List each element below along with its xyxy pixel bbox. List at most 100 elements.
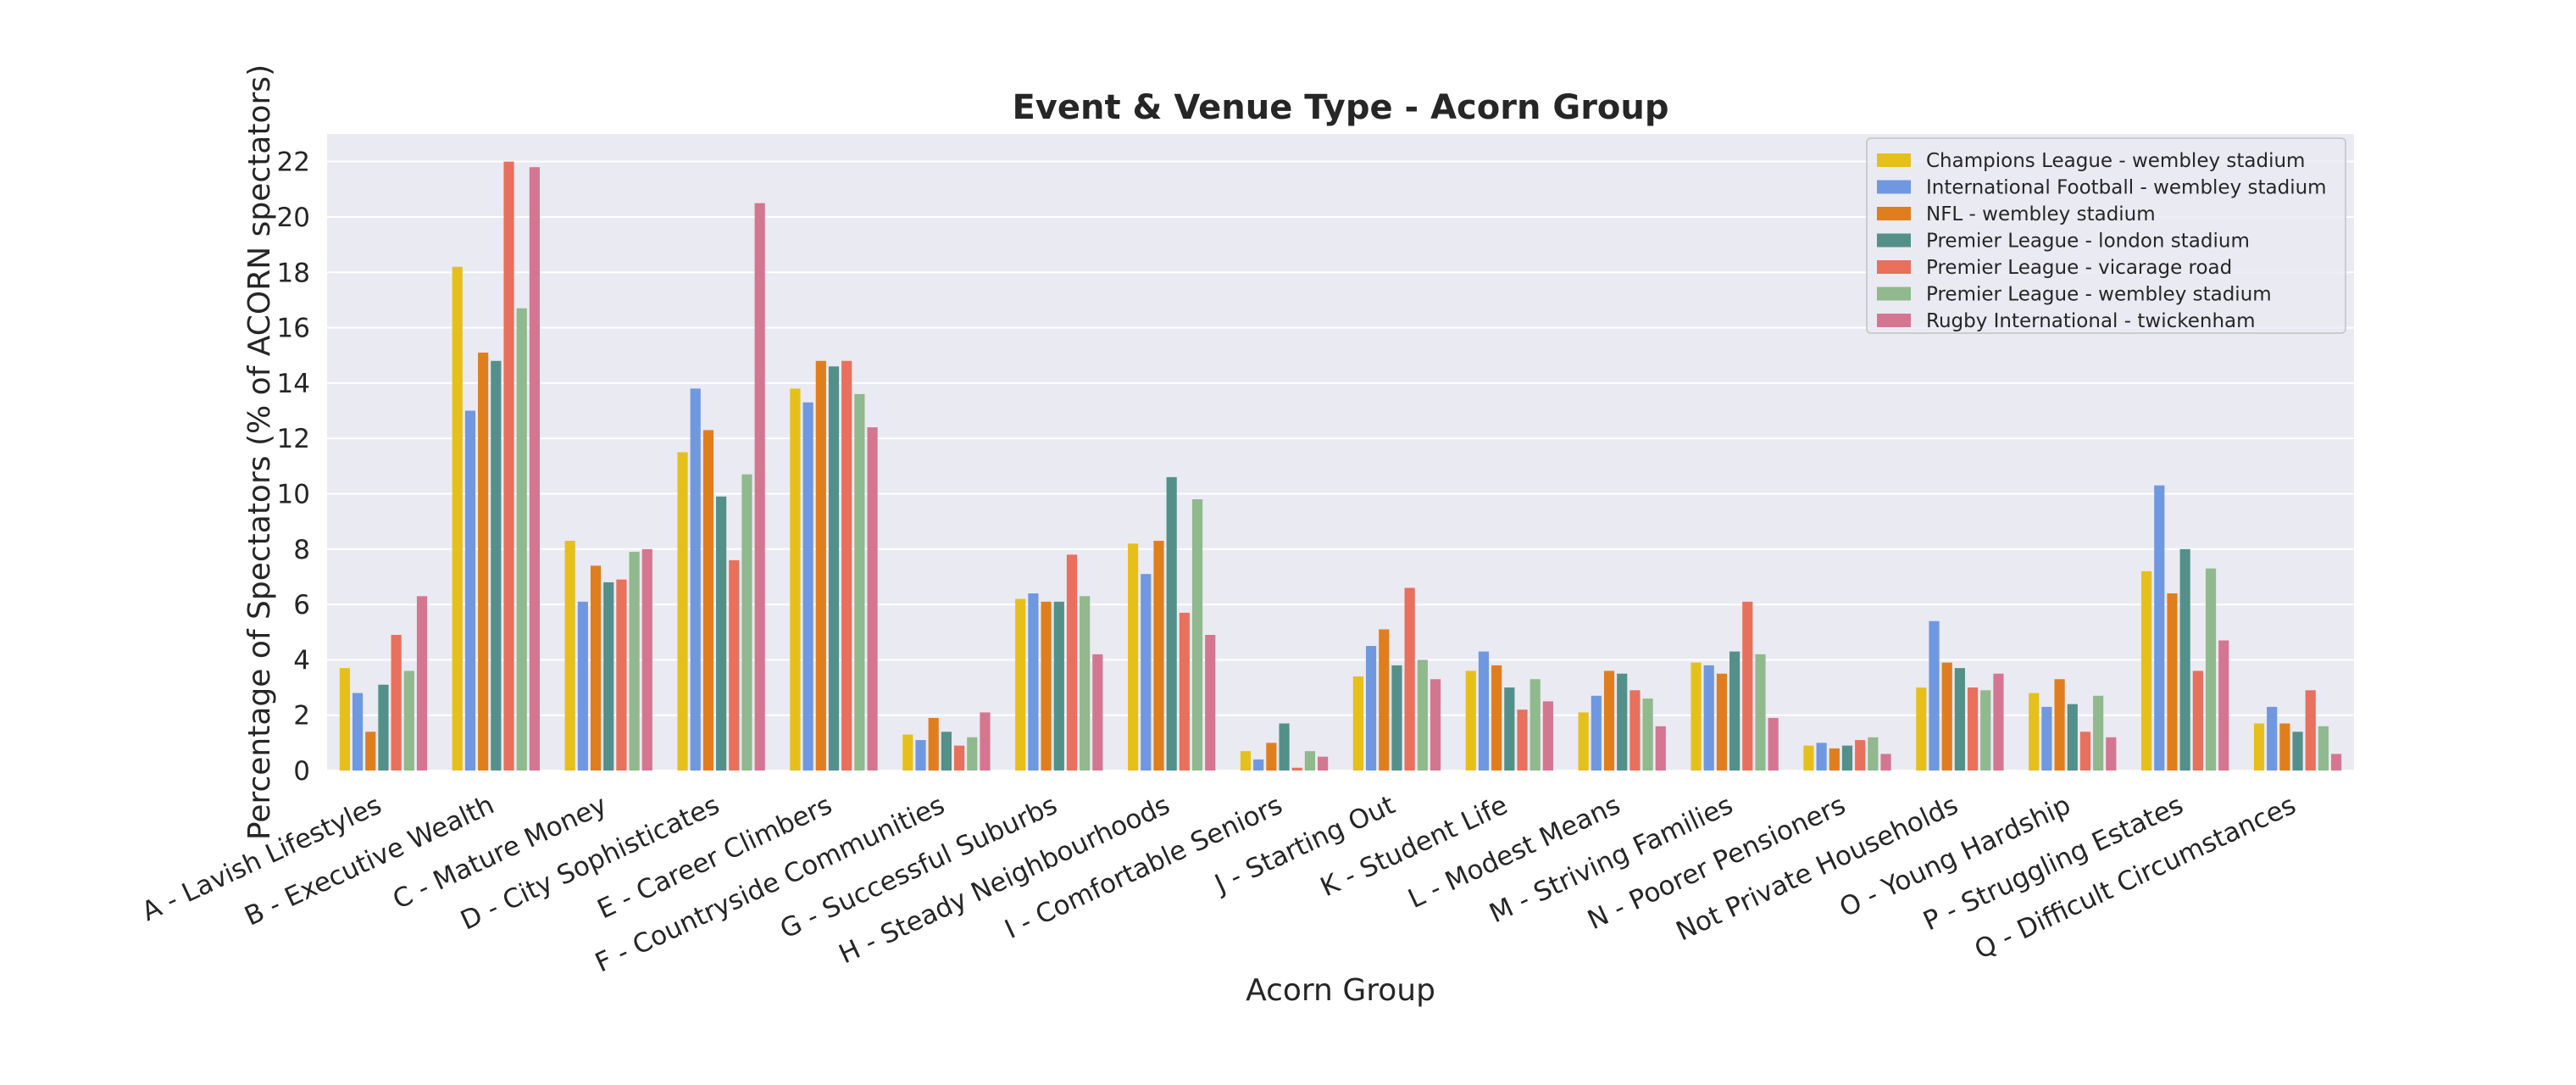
- bar: [980, 712, 991, 771]
- bar: [1291, 767, 1302, 771]
- bar: [1603, 670, 1615, 771]
- legend-label: Champions League - wembley stadium: [1926, 150, 2305, 172]
- bar: [616, 579, 627, 771]
- bar: [378, 684, 389, 771]
- y-tick-label: 2: [293, 701, 310, 732]
- y-tick-label: 18: [277, 258, 310, 288]
- y-tick-label: 12: [277, 424, 310, 454]
- bar: [867, 427, 878, 771]
- bar: [854, 393, 865, 771]
- bar: [1279, 723, 1290, 771]
- legend-label: International Football - wembley stadium: [1926, 177, 2327, 199]
- bar: [2154, 485, 2165, 771]
- bar: [1491, 665, 1502, 771]
- bar: [1404, 587, 1415, 771]
- bar: [1742, 601, 1753, 771]
- y-axis-label: Percentage of Spectators (% of ACORN spe…: [242, 64, 277, 840]
- bar: [1591, 695, 1602, 771]
- bar: [1816, 743, 1827, 771]
- bar: [1266, 743, 1277, 771]
- bar: [1841, 745, 1853, 771]
- bars: [339, 161, 2342, 771]
- chart-title: Event & Venue Type - Acorn Group: [1012, 88, 1668, 127]
- bar: [2192, 670, 2203, 771]
- bar: [815, 360, 826, 771]
- y-tick-label: 22: [277, 147, 310, 178]
- bar: [2079, 732, 2091, 771]
- bar: [403, 670, 414, 771]
- bar: [2331, 754, 2342, 771]
- bar: [2292, 732, 2303, 771]
- bar: [1993, 673, 2004, 771]
- bar: [1041, 601, 1052, 771]
- bar: [2205, 568, 2217, 771]
- bar: [503, 161, 514, 771]
- y-tick-label: 14: [277, 369, 310, 399]
- bar: [452, 266, 463, 771]
- bar: [1629, 690, 1641, 771]
- bar: [603, 581, 614, 771]
- bar: [365, 732, 376, 771]
- bar: [2029, 693, 2040, 771]
- bar: [1352, 676, 1363, 771]
- bar: [902, 734, 913, 771]
- y-axis-ticks: 0 2 4 6 8 10 12 14 16 18 20 22: [277, 147, 310, 787]
- bar: [790, 388, 801, 771]
- bar: [928, 717, 939, 771]
- bar: [1478, 651, 1490, 771]
- bar: [828, 366, 840, 771]
- bar: [2141, 570, 2152, 771]
- bar: [2267, 706, 2278, 771]
- bar: [1179, 612, 1190, 771]
- bar: [2253, 723, 2265, 771]
- bar: [1028, 593, 1039, 771]
- bar: [1855, 740, 1866, 771]
- bar: [1379, 629, 1390, 771]
- y-tick-label: 8: [293, 535, 310, 565]
- bar: [2067, 704, 2078, 771]
- legend-swatch: [1877, 287, 1911, 301]
- bar: [941, 732, 952, 771]
- bar: [464, 410, 476, 771]
- bar: [677, 452, 688, 771]
- bar: [516, 308, 527, 771]
- bar: [1729, 651, 1740, 771]
- bar: [841, 360, 852, 771]
- bar: [2179, 548, 2190, 771]
- y-tick-label: 10: [277, 479, 310, 509]
- bar: [590, 565, 602, 771]
- bar: [1578, 712, 1589, 771]
- bar: [1980, 690, 1991, 771]
- bar: [1880, 754, 1891, 771]
- bar: [1053, 601, 1064, 771]
- bar: [1755, 654, 1766, 771]
- legend-label: Premier League - london stadium: [1926, 231, 2250, 253]
- bar: [702, 430, 714, 771]
- y-tick-label: 0: [293, 756, 310, 787]
- bar: [1141, 574, 1152, 771]
- legend-label: Premier League - vicarage road: [1926, 257, 2232, 279]
- legend-swatch: [1877, 180, 1911, 194]
- bar: [1617, 673, 1628, 771]
- bar: [967, 737, 978, 771]
- bar: [1465, 670, 1476, 771]
- bar: [1191, 499, 1203, 771]
- bar: [1430, 679, 1441, 771]
- bar: [491, 360, 502, 771]
- bar: [416, 596, 428, 771]
- bar: [641, 548, 652, 771]
- x-axis-label: Acorn Group: [1246, 973, 1435, 1008]
- legend-swatch: [1877, 207, 1911, 220]
- bar: [1240, 751, 1252, 771]
- bar: [741, 474, 752, 771]
- bar: [391, 635, 402, 771]
- bar: [1365, 646, 1377, 771]
- bar: [1916, 687, 1927, 771]
- legend-box: [1866, 137, 2346, 334]
- bar: [1829, 748, 1840, 771]
- bar: [1929, 620, 1940, 771]
- bar: [953, 745, 965, 771]
- bar: [1690, 662, 1702, 771]
